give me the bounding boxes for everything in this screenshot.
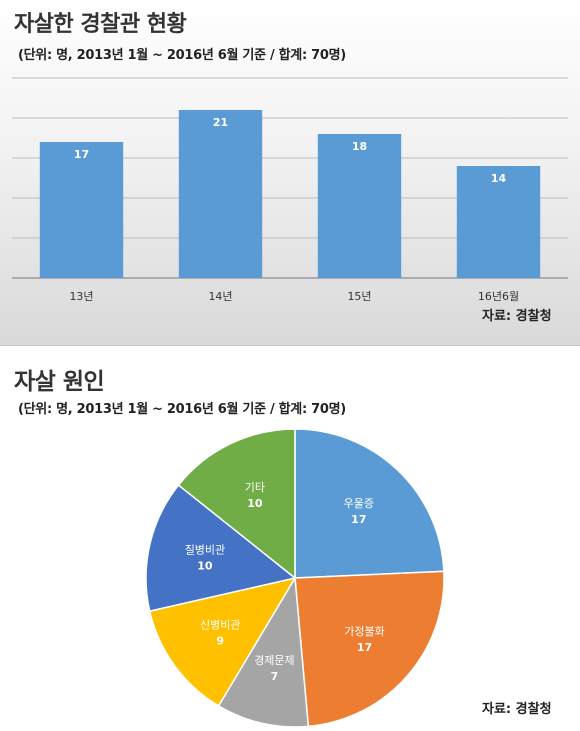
pie-slice-value: 10: [247, 497, 263, 510]
pie-slice: [148, 576, 297, 707]
pie-slice: [217, 575, 310, 728]
pie-slice-value: 10: [197, 559, 213, 572]
x-tick-label: 16년6월: [478, 290, 519, 303]
pie-slice-label: 기타: [245, 481, 265, 494]
bar-chart-source: 자료: 경찰청: [482, 309, 552, 324]
pie-chart-title: 자살 원인: [14, 369, 105, 395]
pie-chart-subtitle: (단위: 명, 2013년 1월 ~ 2016년 6월 기준 / 합계: 70명…: [18, 402, 346, 417]
pie-slice: [294, 570, 445, 728]
pie-slice-value: 9: [216, 634, 224, 647]
bar-chart-title: 자살한 경찰관 현황: [14, 12, 187, 37]
bar-chart-panel: 자살한 경찰관 현황 (단위: 명, 2013년 1월 ~ 2016년 6월 기…: [0, 0, 580, 346]
bar: [317, 134, 402, 278]
pie-slice-label: 신병비관: [200, 618, 240, 631]
bar-value-label: 17: [74, 148, 89, 161]
x-tick-label: 14년: [208, 290, 232, 303]
bar-value-label: 21: [213, 116, 228, 129]
pie-slice: [145, 484, 297, 613]
pie-slice-label: 가정불화: [344, 625, 384, 638]
pie-slice-label: 경제문제: [254, 654, 294, 667]
x-tick-label: 15년: [347, 290, 371, 303]
pie-slice-value: 17: [357, 641, 372, 654]
pie-slice-label: 질병비관: [185, 543, 225, 556]
pie-chart-source: 자료: 경찰청: [482, 702, 552, 717]
pie-slice-value: 7: [271, 670, 279, 683]
pie-slice-label: 우울증: [344, 497, 374, 510]
pie-slice: [294, 428, 445, 579]
pie-slice: [177, 428, 296, 580]
pie-slice-value: 17: [351, 513, 366, 526]
bar-chart: 17 13년 21 14년 18 15년 14 16년6월: [12, 77, 568, 303]
bar-chart-subtitle: (단위: 명, 2013년 1월 ~ 2016년 6월 기준 / 합계: 70명…: [18, 48, 346, 63]
bar: [178, 110, 263, 278]
bar-value-label: 14: [491, 172, 507, 185]
bar-value-label: 18: [352, 140, 367, 153]
bar: [39, 142, 124, 278]
x-tick-label: 13년: [69, 290, 93, 303]
bar: [456, 166, 541, 278]
